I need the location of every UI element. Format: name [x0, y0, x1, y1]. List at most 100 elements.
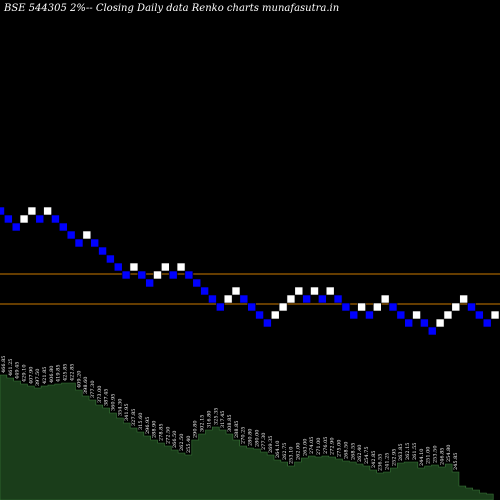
up-brick — [490, 310, 500, 320]
up-brick — [380, 294, 390, 304]
volume-label: 246.85 — [439, 448, 445, 466]
volume-label: 280.80 — [248, 429, 254, 447]
down-brick — [302, 294, 311, 304]
volume-label: 354.30 — [117, 399, 123, 417]
volume-label: 271.00 — [316, 438, 322, 456]
down-brick — [333, 294, 343, 304]
up-brick — [459, 294, 468, 304]
down-brick — [349, 310, 359, 320]
volume-label: 422.85 — [69, 364, 75, 382]
up-brick — [129, 262, 139, 272]
down-brick — [420, 318, 429, 328]
volume-label: 466.85 — [1, 356, 7, 374]
volume-label: 316.80 — [206, 411, 212, 429]
up-brick — [19, 214, 29, 224]
up-brick — [43, 206, 52, 216]
up-brick — [278, 302, 288, 312]
up-brick — [372, 302, 382, 312]
volume-label: 280.00 — [254, 430, 260, 448]
volume-label: 251.00 — [426, 447, 432, 465]
down-brick — [51, 214, 60, 224]
up-brick — [270, 310, 280, 320]
volume-label: 264.10 — [275, 441, 281, 459]
volume-label: 315.60 — [138, 413, 144, 431]
volume-label: 262.40 — [357, 445, 363, 463]
down-brick — [0, 206, 5, 216]
down-brick — [113, 262, 123, 272]
volume-label: 407.90 — [28, 367, 34, 385]
volume-label: 360.95 — [111, 394, 117, 412]
volume-label: 275.00 — [337, 440, 343, 458]
volume-label: 398.60 — [83, 377, 89, 395]
volume-label: 429.10 — [21, 365, 27, 383]
volume-label: 278.85 — [158, 424, 164, 442]
volume-label: 253.50 — [432, 446, 438, 464]
volume-label: 317.45 — [220, 411, 226, 429]
down-brick — [90, 238, 99, 248]
down-brick — [365, 310, 374, 320]
volume-label: 269.35 — [268, 436, 274, 454]
down-brick — [247, 302, 256, 312]
down-brick — [404, 318, 414, 328]
down-brick — [255, 310, 264, 320]
down-brick — [137, 270, 147, 280]
volume-label: 242.85 — [371, 451, 377, 469]
volume-label: 290.80 — [193, 421, 199, 439]
volume-label: 262.15 — [405, 443, 411, 461]
down-brick — [200, 286, 209, 296]
volume-label: 262.50 — [179, 434, 185, 452]
volume-label: 419.85 — [56, 365, 62, 383]
chart-title: BSE 544305 2%-- Closing Daily data Renko… — [4, 3, 340, 14]
volume-fill — [0, 374, 494, 500]
volume-label: 341.95 — [124, 404, 130, 422]
down-brick — [66, 230, 76, 240]
down-brick — [388, 302, 398, 312]
volume-label: 266.50 — [172, 431, 178, 449]
down-brick — [58, 222, 68, 232]
volume-label: 302.15 — [200, 415, 206, 433]
volume-label: 272.50 — [165, 427, 171, 445]
volume-label: 288.85 — [234, 421, 240, 439]
up-brick — [223, 294, 233, 304]
volume-label: 327.85 — [131, 409, 137, 427]
volume-label: 397.50 — [35, 369, 41, 387]
down-brick — [74, 238, 84, 248]
volume-label: 377.30 — [90, 381, 96, 399]
volume-label: 276.05 — [323, 437, 329, 455]
down-brick — [145, 278, 154, 288]
volume-label: 254.80 — [446, 445, 452, 463]
up-brick — [451, 302, 461, 312]
volume-label: 261.55 — [412, 443, 418, 461]
volume-label: 268.50 — [343, 442, 349, 460]
down-brick — [121, 270, 131, 280]
volume-label: 274.05 — [309, 437, 315, 455]
down-brick — [263, 318, 272, 328]
up-brick — [435, 318, 445, 328]
volume-label: 241.25 — [385, 453, 391, 471]
volume-label: 449.45 — [15, 362, 21, 380]
up-brick — [310, 286, 319, 296]
down-brick — [192, 278, 202, 288]
volume-label: 270.25 — [241, 427, 247, 445]
down-brick — [35, 214, 45, 224]
volume-label: 253.10 — [289, 447, 295, 465]
up-brick — [27, 206, 37, 216]
volume-label: 262.00 — [295, 443, 301, 461]
volume-label: 245.85 — [453, 453, 459, 471]
volume-label: 252.95 — [391, 449, 397, 467]
down-brick — [208, 294, 217, 304]
volume-label: 421.85 — [42, 367, 48, 385]
volume-label: 296.95 — [145, 417, 151, 435]
up-brick — [443, 310, 453, 320]
down-brick — [475, 310, 484, 320]
volume-label: 263.00 — [302, 439, 308, 457]
volume-label: 373.00 — [97, 386, 103, 404]
renko-bricks — [0, 206, 500, 336]
volume-label: 268.55 — [350, 443, 356, 461]
down-brick — [467, 302, 476, 312]
volume-label: 255.40 — [186, 436, 192, 454]
up-brick — [161, 262, 170, 272]
up-brick — [294, 286, 304, 296]
